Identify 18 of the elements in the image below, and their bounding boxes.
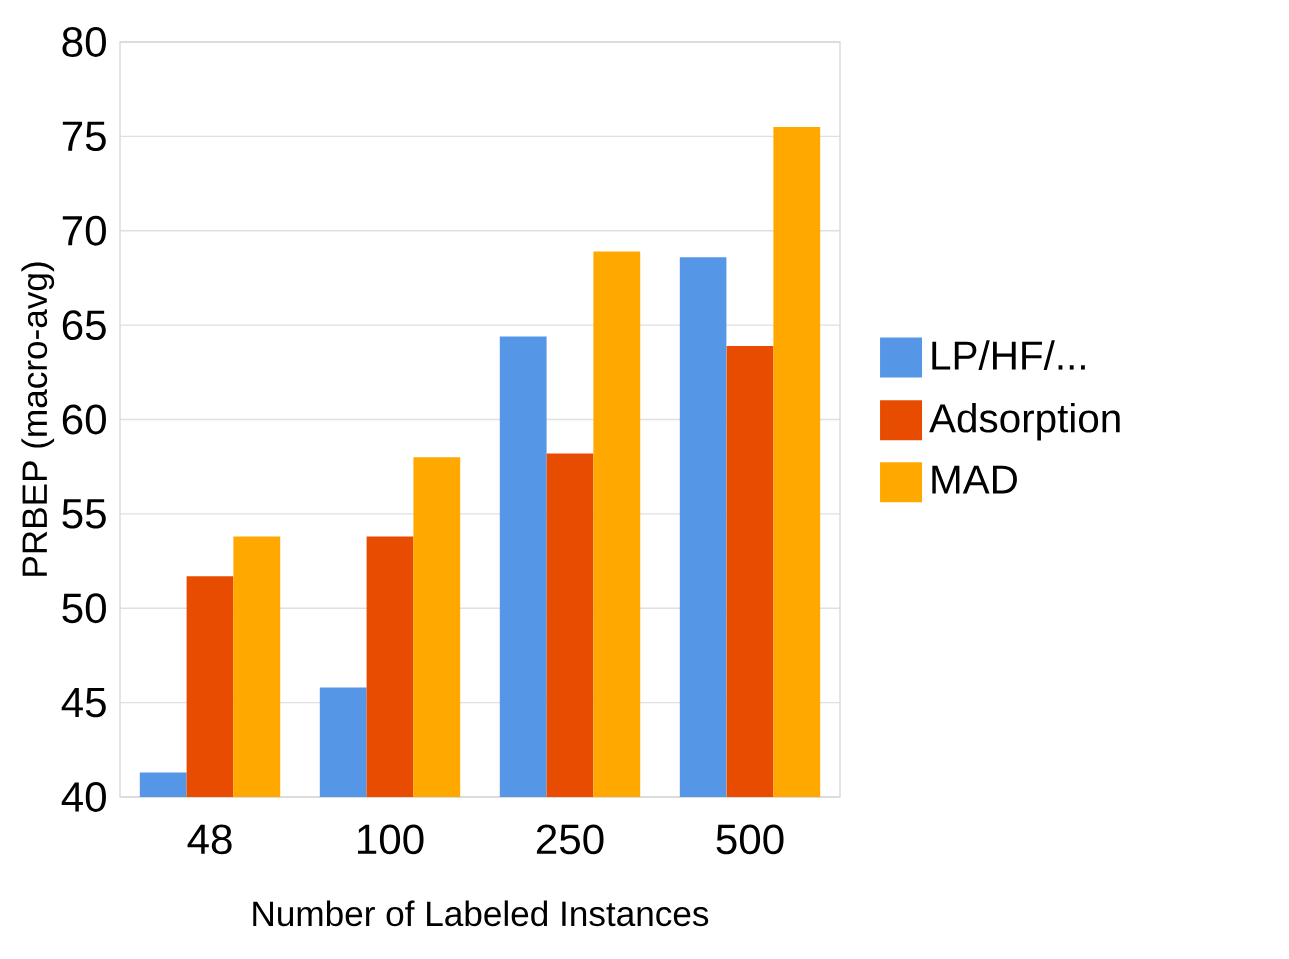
- y-axis-title: PRBEP (macro-avg): [21, 262, 55, 576]
- y-tick-label: 70: [62, 215, 106, 246]
- y-tick-label: 55: [62, 499, 106, 529]
- y-tick-label: 60: [62, 404, 106, 435]
- y-tick-label: 75: [62, 121, 106, 152]
- x-axis-title: Number of Labeled Instances: [253, 900, 709, 927]
- x-tick-label: 48: [187, 824, 232, 855]
- legend-label: MAD: [932, 465, 1017, 494]
- x-tick-label: 500: [716, 824, 784, 855]
- y-tick-label: 65: [62, 310, 106, 341]
- legend-label: Adsorption: [929, 402, 1120, 441]
- y-tick-label: 50: [62, 593, 106, 624]
- legend-label: LP/HF/...: [932, 340, 1085, 370]
- x-tick-label: 100: [358, 824, 424, 855]
- y-tick-label: 40: [61, 782, 106, 812]
- y-tick-label: 45: [61, 687, 106, 718]
- y-tick-label: 80: [62, 27, 106, 57]
- x-tick-label: 250: [536, 824, 604, 855]
